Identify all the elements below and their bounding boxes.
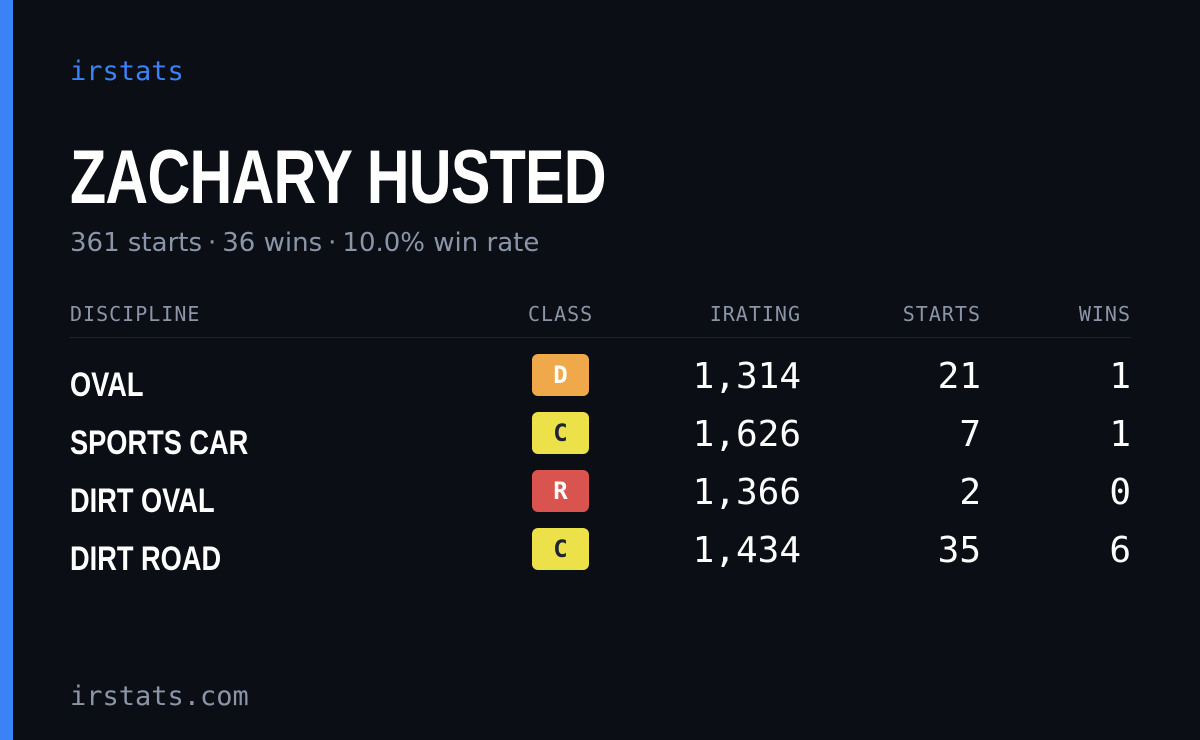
irating-value: 1,434 [692,530,801,571]
driver-summary: 361 starts · 36 wins · 10.0% win rate [70,228,539,258]
driver-name: ZACHARY HUSTED [70,135,607,220]
wins-value: 1 [1109,414,1131,455]
brand-logo-text: irstats [70,56,184,87]
starts-value: 21 [937,356,981,397]
wins-summary: 36 wins [222,228,323,258]
class-badge: R [532,470,589,512]
footer-url: irstats.com [70,681,249,712]
discipline-name: DIRT OVAL [70,482,215,520]
discipline-name: DIRT ROAD [70,540,222,578]
header-starts: STARTS [902,302,981,326]
starts-value: 7 [959,414,981,455]
header-wins: WINS [1078,302,1131,326]
wins-value: 6 [1109,530,1131,571]
class-badge: C [532,412,589,454]
class-badge: C [532,528,589,570]
wins-value: 0 [1109,472,1131,513]
win-rate-summary: 10.0% win rate [342,228,540,258]
header-discipline: DISCIPLINE [70,302,201,326]
class-badge: D [532,354,589,396]
irating-value: 1,366 [692,472,801,513]
table-row: OVAL D 1,314 21 1 [0,354,1200,412]
header-divider [70,337,1131,338]
discipline-name: SPORTS CAR [70,424,249,462]
starts-value: 2 [959,472,981,513]
accent-bar [0,0,13,740]
table-row: DIRT ROAD C 1,434 35 6 [0,528,1200,586]
separator: · [328,228,337,258]
table-row: SPORTS CAR C 1,626 7 1 [0,412,1200,470]
separator: · [208,228,217,258]
table-row: DIRT OVAL R 1,366 2 0 [0,470,1200,528]
discipline-name: OVAL [70,366,144,404]
starts-summary: 361 starts [70,228,202,258]
irating-value: 1,314 [692,356,801,397]
starts-value: 35 [937,530,981,571]
irating-value: 1,626 [692,414,801,455]
header-irating: IRATING [709,302,801,326]
wins-value: 1 [1109,356,1131,397]
header-class: CLASS [528,302,594,326]
